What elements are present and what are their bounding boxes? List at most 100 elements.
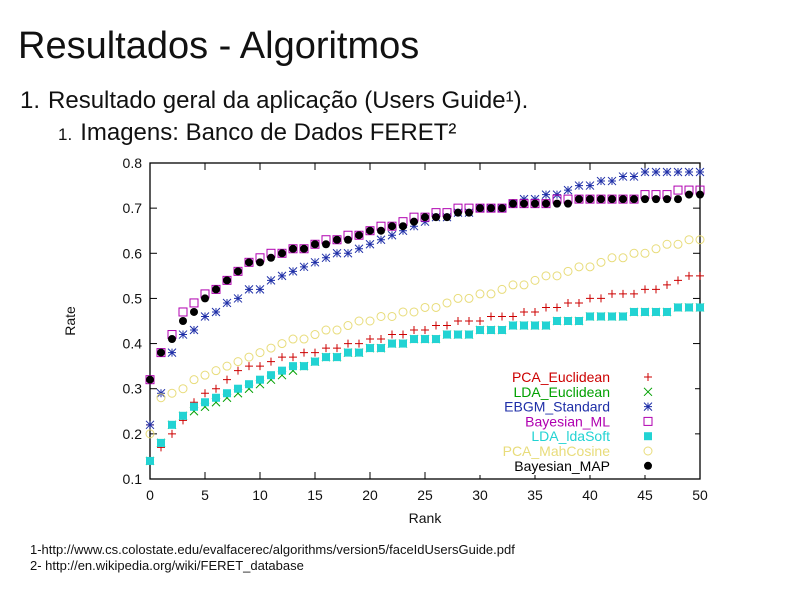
- point-lda-ldasoft: [201, 398, 209, 407]
- y-tick-label: 0.8: [123, 155, 143, 171]
- point-lda-ldasoft: [608, 312, 616, 321]
- point-pca-euclidean: [355, 339, 363, 348]
- point-bayesian-map: [520, 199, 528, 208]
- point-ebgm-standard: [255, 285, 265, 294]
- y-tick-label: 0.4: [123, 336, 143, 352]
- point-lda-ldasoft: [322, 353, 330, 362]
- point-ebgm-standard: [266, 276, 276, 285]
- legend-label-lda-ldasoft: LDA_ldaSoft: [531, 428, 610, 444]
- slide-title: Resultados - Algoritmos: [18, 25, 420, 67]
- point-lda-ldasoft: [630, 307, 638, 316]
- point-lda-ldasoft: [344, 348, 352, 357]
- point-ebgm-standard: [574, 181, 584, 190]
- point-pca-euclidean: [498, 312, 506, 321]
- point-lda-ldasoft: [652, 307, 660, 316]
- point-pca-euclidean: [575, 298, 583, 307]
- point-bayesian-map: [575, 195, 583, 204]
- y-tick-label: 0.7: [123, 200, 143, 216]
- point-lda-ldasoft: [663, 307, 671, 316]
- bullet-1-text: Resultado geral da aplicação (Users Guid…: [48, 87, 529, 114]
- point-bayesian-map: [388, 222, 396, 231]
- point-ebgm-standard: [222, 298, 232, 308]
- point-ebgm-standard: [552, 190, 562, 199]
- x-tick-label: 45: [637, 487, 653, 503]
- point-pca-euclidean: [487, 312, 495, 321]
- point-ebgm-standard: [332, 248, 342, 258]
- point-pca-mahcosine: [398, 307, 408, 317]
- point-ebgm-standard: [145, 420, 155, 430]
- point-lda-ldasoft: [575, 317, 583, 325]
- point-ebgm-standard: [354, 244, 364, 254]
- point-lda-ldasoft: [564, 317, 572, 325]
- x-tick-label: 30: [472, 487, 488, 503]
- point-bayesian-map: [696, 190, 704, 199]
- point-lda-ldasoft: [432, 335, 440, 344]
- point-lda-ldasoft: [597, 312, 605, 321]
- point-ebgm-standard: [640, 167, 650, 177]
- point-lda-ldasoft: [586, 312, 594, 321]
- point-ebgm-standard: [398, 226, 408, 236]
- point-bayesian-map: [278, 249, 286, 258]
- point-pca-mahcosine: [508, 280, 518, 290]
- point-ebgm-standard: [420, 217, 430, 227]
- point-lda-ldasoft: [542, 321, 550, 330]
- point-ebgm-standard: [343, 248, 353, 258]
- point-lda-ldasoft: [146, 456, 154, 465]
- point-bayesian-map: [509, 199, 517, 208]
- x-tick-label: 35: [527, 487, 543, 503]
- point-pca-mahcosine: [420, 302, 430, 312]
- point-pca-euclidean: [333, 344, 341, 353]
- references: 1-http://www.cs.colostate.edu/evalfacere…: [30, 542, 515, 574]
- point-pca-mahcosine: [563, 266, 573, 276]
- point-pca-mahcosine: [464, 293, 474, 303]
- point-bayesian-ml: [673, 185, 683, 195]
- bullet-1-number: 1.: [20, 87, 41, 114]
- point-bayesian-map: [322, 240, 330, 249]
- point-ebgm-standard: [519, 194, 529, 204]
- point-ebgm-standard: [629, 172, 639, 181]
- point-bayesian-map: [542, 199, 550, 208]
- point-lda-ldasoft: [487, 326, 495, 335]
- point-pca-mahcosine: [596, 257, 606, 267]
- x-tick-label: 25: [417, 487, 433, 503]
- point-pca-mahcosine: [585, 262, 595, 272]
- x-tick-label: 10: [252, 487, 268, 503]
- point-bayesian-map: [641, 195, 649, 204]
- point-pca-mahcosine: [519, 280, 529, 290]
- point-pca-euclidean: [311, 348, 319, 357]
- point-lda-ldasoft: [443, 330, 451, 339]
- point-lda-ldasoft: [179, 411, 187, 420]
- point-bayesian-ml: [178, 307, 188, 317]
- point-bayesian-map: [597, 195, 605, 204]
- point-pca-mahcosine: [354, 316, 364, 326]
- point-pca-euclidean: [223, 375, 231, 384]
- point-ebgm-standard: [310, 257, 320, 267]
- y-tick-label: 0.1: [123, 471, 143, 487]
- point-pca-euclidean: [520, 307, 528, 316]
- legend-label-lda-euclidean: LDA_Euclidean: [513, 384, 610, 400]
- point-pca-euclidean: [641, 285, 649, 294]
- point-bayesian-map: [212, 285, 220, 294]
- point-ebgm-standard: [563, 185, 573, 195]
- point-bayesian-map: [674, 195, 682, 204]
- point-pca-mahcosine: [629, 248, 639, 258]
- point-pca-euclidean: [553, 303, 561, 312]
- point-ebgm-standard: [365, 239, 375, 249]
- point-bayesian-map: [355, 231, 363, 240]
- point-pca-mahcosine: [222, 361, 232, 371]
- point-pca-mahcosine: [640, 248, 650, 258]
- point-lda-ldasoft: [366, 344, 374, 353]
- point-lda-ldasoft: [267, 371, 275, 380]
- point-pca-euclidean: [476, 317, 484, 325]
- point-bayesian-map: [608, 195, 616, 204]
- point-lda-ldasoft: [674, 303, 682, 312]
- point-pca-mahcosine: [167, 388, 177, 398]
- point-pca-mahcosine: [310, 330, 320, 340]
- point-bayesian-map: [410, 217, 418, 226]
- point-bayesian-map: [443, 213, 451, 222]
- point-ebgm-standard: [178, 330, 188, 339]
- point-ebgm-standard: [387, 230, 397, 240]
- legend-marker-pca-mahcosine: [643, 446, 653, 456]
- point-lda-ldasoft: [641, 307, 649, 316]
- point-pca-euclidean: [597, 294, 605, 303]
